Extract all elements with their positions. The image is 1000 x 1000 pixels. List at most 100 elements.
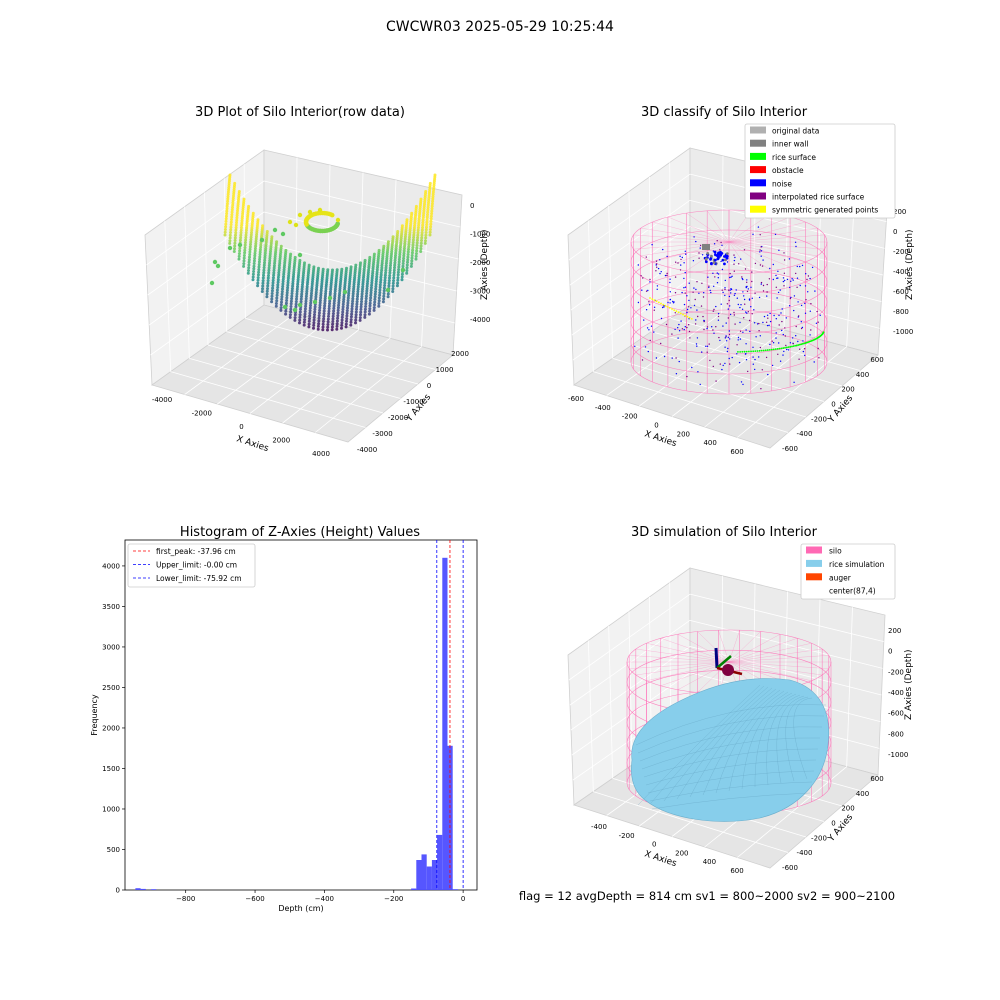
histogram-ylabel: Frequency: [90, 694, 99, 736]
raw-point: [271, 292, 274, 295]
noise-point: [689, 337, 690, 338]
noise-point: [717, 240, 718, 241]
raw-point: [289, 308, 292, 311]
noise-point: [682, 328, 683, 329]
panel2-x-tick: -200: [622, 413, 638, 421]
rice-surface-point: [780, 347, 782, 349]
raw-point: [299, 308, 302, 311]
raw-point: [270, 300, 273, 303]
symmetric-point: [654, 299, 656, 301]
noise-point: [698, 258, 699, 259]
raw-point: [276, 283, 279, 286]
raw-point: [350, 265, 353, 268]
raw-point: [351, 307, 354, 310]
raw-point: [405, 272, 408, 275]
noise-point: [805, 285, 806, 286]
raw-point: [397, 268, 400, 271]
raw-point: [238, 190, 241, 193]
panel1-y-tick: -4000: [357, 446, 377, 454]
noise-point: [783, 285, 784, 286]
raw-point: [411, 251, 414, 254]
noise-point: [743, 317, 744, 318]
noise-point: [778, 292, 779, 293]
raw-point: [224, 223, 227, 226]
noise-point: [728, 337, 729, 338]
noise-point: [780, 361, 781, 362]
raw-point: [275, 302, 278, 305]
raw-point: [304, 307, 307, 310]
raw-point: [294, 316, 297, 319]
noise-point: [727, 303, 728, 304]
noise-point: [718, 320, 719, 321]
noise-point: [758, 226, 759, 227]
raw-point: [411, 254, 414, 257]
raw-point: [298, 303, 302, 307]
noise-point: [701, 351, 702, 352]
noise-point: [729, 363, 730, 364]
raw-point: [410, 265, 413, 268]
raw-point: [308, 314, 311, 317]
raw-point: [429, 234, 432, 237]
noise-point: [679, 361, 680, 362]
noise-point: [761, 250, 762, 251]
raw-point: [318, 208, 322, 212]
noise-point: [804, 355, 805, 356]
cluster-point: [710, 262, 713, 265]
noise-point: [767, 325, 768, 326]
raw-point: [252, 276, 255, 279]
panel-simulation: 3D simulation of Silo Interior -400-2000…: [568, 525, 914, 875]
noise-point: [742, 309, 743, 310]
raw-point: [266, 282, 269, 285]
noise-point: [752, 234, 753, 235]
noise-point: [725, 280, 726, 281]
noise-point: [724, 347, 725, 348]
noise-point: [713, 309, 714, 310]
noise-point: [703, 292, 704, 293]
symmetric-point: [676, 310, 678, 312]
noise-point: [709, 343, 710, 344]
noise-point: [738, 263, 739, 264]
raw-point: [354, 264, 357, 267]
raw-point: [383, 284, 386, 287]
noise-point: [745, 311, 746, 312]
noise-point: [784, 273, 785, 274]
panel2-x-tick: -400: [595, 404, 611, 412]
histogram-bar: [442, 558, 447, 890]
noise-point: [661, 318, 662, 319]
noise-point: [688, 300, 689, 301]
noise-point: [697, 337, 698, 338]
histogram-x-tick: −200: [384, 895, 403, 903]
raw-point: [343, 290, 347, 294]
legend-entry: center(87,4): [829, 587, 876, 596]
raw-point: [303, 261, 306, 264]
raw-point: [374, 290, 377, 293]
raw-point: [317, 322, 320, 325]
raw-point: [238, 243, 242, 247]
histogram-frame: [125, 540, 477, 890]
raw-point: [304, 305, 307, 308]
noise-point: [751, 281, 752, 282]
raw-point: [340, 324, 343, 327]
noise-point: [683, 287, 684, 288]
noise-point: [695, 241, 696, 242]
symmetric-point: [687, 316, 689, 318]
raw-point: [233, 182, 236, 185]
panel4-z-tick: -800: [888, 730, 904, 738]
raw-point: [229, 234, 232, 237]
noise-point: [790, 297, 791, 298]
raw-point: [313, 313, 316, 316]
cluster-point: [706, 252, 709, 255]
noise-point: [656, 264, 657, 265]
noise-point: [729, 338, 730, 339]
noise-point: [766, 357, 767, 358]
histogram-y-tick: 2500: [102, 684, 120, 692]
noise-point: [760, 234, 761, 235]
noise-point: [722, 269, 723, 270]
panel4-z-tick: 200: [888, 627, 901, 635]
raw-point: [293, 308, 297, 312]
noise-point: [760, 388, 761, 389]
raw-point: [341, 319, 344, 322]
raw-point: [294, 313, 297, 316]
raw-point: [379, 283, 382, 286]
raw-point: [283, 305, 287, 309]
